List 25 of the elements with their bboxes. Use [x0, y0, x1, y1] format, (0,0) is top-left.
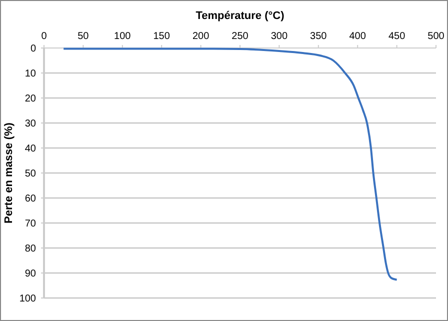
y-tick-label: 20 [24, 94, 36, 104]
x-axis-title: Température (°C) [196, 10, 285, 22]
y-tick-label: 100 [19, 294, 36, 304]
line-series [62, 48, 398, 281]
x-tick-label: 400 [349, 31, 366, 42]
x-tick-label: 100 [114, 31, 132, 42]
y-axis-title: Perte en masse (%) [3, 122, 15, 224]
x-tick-label: 350 [310, 31, 328, 42]
x-tick-label: 500 [428, 31, 445, 42]
x-tick-label: 250 [232, 31, 249, 42]
y-tick-label: 50 [24, 168, 36, 180]
y-tick-label: 70 [24, 218, 36, 230]
y-tick-label: 80 [24, 244, 36, 254]
x-tick-label: 0 [41, 31, 48, 42]
x-tick-label: 50 [78, 31, 90, 42]
y-tick-label: 90 [24, 268, 36, 280]
y-tick-label: 60 [24, 194, 36, 204]
y-tick-label: 10 [24, 68, 36, 80]
x-tick-label: 150 [153, 31, 170, 42]
y-tick-label: 30 [24, 118, 36, 130]
y-tick-label: 40 [24, 144, 36, 154]
y-tick-label: 0 [30, 44, 36, 54]
x-tick-label: 300 [270, 31, 288, 42]
x-tick-label: 200 [192, 31, 210, 42]
x-tick-label: 450 [388, 31, 406, 42]
